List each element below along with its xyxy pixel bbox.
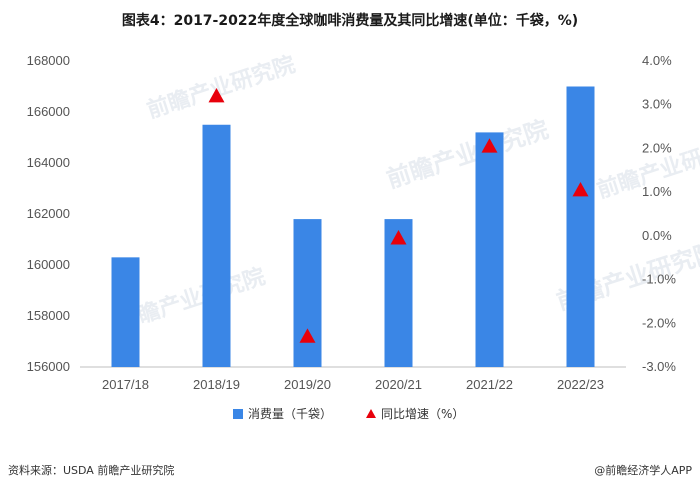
y-right-tick-label: 4.0% <box>642 53 672 68</box>
legend-marker-swatch <box>366 409 376 418</box>
x-tick-label: 2020/21 <box>375 377 422 392</box>
y-right-tick-label: 0.0% <box>642 228 672 243</box>
watermark-text: 前瞻产业研究院 <box>144 51 299 123</box>
y-left-tick-label: 156000 <box>27 359 70 374</box>
growth-marker <box>390 230 407 245</box>
brand-note: @前瞻经济学人APP <box>594 464 692 477</box>
watermark-text: 前瞻产业研究院 <box>383 115 551 194</box>
source-note: 资料来源：USDA 前瞻产业研究院 <box>8 464 175 477</box>
y-left-tick-label: 158000 <box>27 308 70 323</box>
x-tick-label: 2018/19 <box>193 377 240 392</box>
markers-layer <box>208 87 589 343</box>
growth-marker <box>481 138 498 153</box>
y-right-tick-label: 3.0% <box>642 97 672 112</box>
y-right-tick-label: -1.0% <box>642 272 676 287</box>
y-left-tick-label: 166000 <box>27 104 70 119</box>
x-tick-label: 2022/23 <box>557 377 604 392</box>
bar <box>475 132 504 367</box>
y-left-tick-label: 164000 <box>27 155 70 170</box>
x-tick-label: 2017/18 <box>102 377 149 392</box>
y-right-tick-label: -2.0% <box>642 315 676 330</box>
x-tick-label: 2019/20 <box>284 377 331 392</box>
y-left-tick-label: 160000 <box>27 257 70 272</box>
x-tick-label: 2021/22 <box>466 377 513 392</box>
growth-marker <box>572 181 589 197</box>
bar <box>293 219 322 367</box>
legend-bar-label: 消费量（千袋） <box>248 407 332 421</box>
y-left-tick-label: 162000 <box>27 206 70 221</box>
chart-title: 图表4：2017-2022年度全球咖啡消费量及其同比增速(单位：千袋，%) <box>121 13 579 29</box>
y-right-tick-label: 1.0% <box>642 184 672 199</box>
y-left-tick-label: 168000 <box>27 53 70 68</box>
axes-layer: 168000 166000 164000 162000 160000 158000 1560… <box>27 53 677 392</box>
y-right-tick-label: -3.0% <box>642 359 676 374</box>
bar <box>111 257 140 367</box>
legend-marker-label: 同比增速（%） <box>381 407 464 421</box>
bar <box>566 86 595 367</box>
growth-marker <box>208 87 225 103</box>
growth-marker <box>299 328 316 343</box>
y-right-tick-label: 2.0% <box>642 140 672 155</box>
legend: 消费量（千袋） 同比增速（%） <box>233 407 464 421</box>
legend-bar-swatch <box>233 409 243 419</box>
bar <box>202 124 231 367</box>
